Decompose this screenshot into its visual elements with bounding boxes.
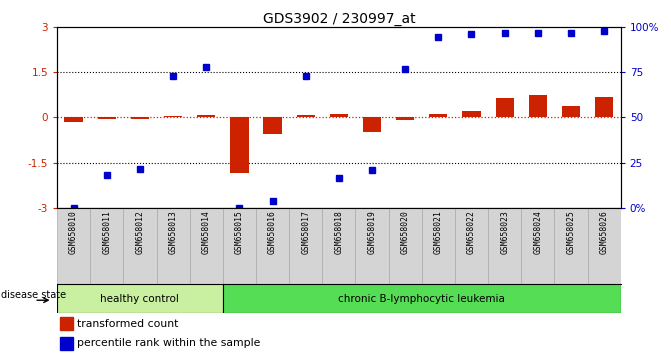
Bar: [123, 208, 156, 284]
Bar: [289, 208, 322, 284]
Bar: [98, 118, 116, 119]
Text: GSM658011: GSM658011: [102, 210, 111, 254]
Bar: [256, 208, 289, 284]
Bar: [429, 114, 448, 118]
Bar: [396, 118, 414, 120]
Bar: [495, 98, 514, 118]
Bar: [356, 208, 389, 284]
Bar: [57, 208, 90, 284]
Bar: [57, 284, 223, 313]
Text: GSM658010: GSM658010: [69, 210, 78, 254]
Bar: [462, 111, 480, 118]
Bar: [488, 208, 521, 284]
Bar: [329, 114, 348, 118]
Bar: [156, 208, 190, 284]
Text: GSM658019: GSM658019: [368, 210, 376, 254]
Text: GSM658017: GSM658017: [301, 210, 310, 254]
Text: GSM658014: GSM658014: [202, 210, 211, 254]
Text: GSM658026: GSM658026: [600, 210, 609, 254]
Text: chronic B-lymphocytic leukemia: chronic B-lymphocytic leukemia: [338, 294, 505, 304]
Bar: [264, 118, 282, 134]
Bar: [60, 337, 72, 350]
Bar: [595, 97, 613, 118]
Bar: [422, 208, 455, 284]
Text: GSM658013: GSM658013: [168, 210, 178, 254]
Text: disease state: disease state: [1, 290, 66, 300]
Bar: [164, 116, 183, 118]
Bar: [363, 118, 381, 132]
Text: GSM658016: GSM658016: [268, 210, 277, 254]
Bar: [562, 106, 580, 118]
Bar: [223, 284, 621, 313]
Text: GSM658022: GSM658022: [467, 210, 476, 254]
Text: GSM658020: GSM658020: [401, 210, 410, 254]
Bar: [230, 118, 248, 173]
Bar: [223, 208, 256, 284]
Bar: [588, 208, 621, 284]
Bar: [389, 208, 422, 284]
Bar: [529, 95, 547, 118]
Bar: [90, 208, 123, 284]
Bar: [60, 318, 72, 330]
Bar: [554, 208, 588, 284]
Bar: [190, 208, 223, 284]
Text: transformed count: transformed count: [76, 319, 178, 329]
Text: GSM658024: GSM658024: [533, 210, 542, 254]
Text: GSM658023: GSM658023: [500, 210, 509, 254]
Bar: [197, 115, 215, 118]
Title: GDS3902 / 230997_at: GDS3902 / 230997_at: [262, 12, 415, 25]
Bar: [521, 208, 554, 284]
Text: percentile rank within the sample: percentile rank within the sample: [76, 338, 260, 348]
Text: GSM658015: GSM658015: [235, 210, 244, 254]
Text: GSM658012: GSM658012: [136, 210, 144, 254]
Bar: [131, 118, 149, 119]
Bar: [455, 208, 488, 284]
Bar: [64, 118, 83, 122]
Text: GSM658018: GSM658018: [334, 210, 344, 254]
Text: GSM658025: GSM658025: [566, 210, 576, 254]
Text: healthy control: healthy control: [101, 294, 179, 304]
Text: GSM658021: GSM658021: [434, 210, 443, 254]
Bar: [297, 115, 315, 118]
Bar: [322, 208, 356, 284]
